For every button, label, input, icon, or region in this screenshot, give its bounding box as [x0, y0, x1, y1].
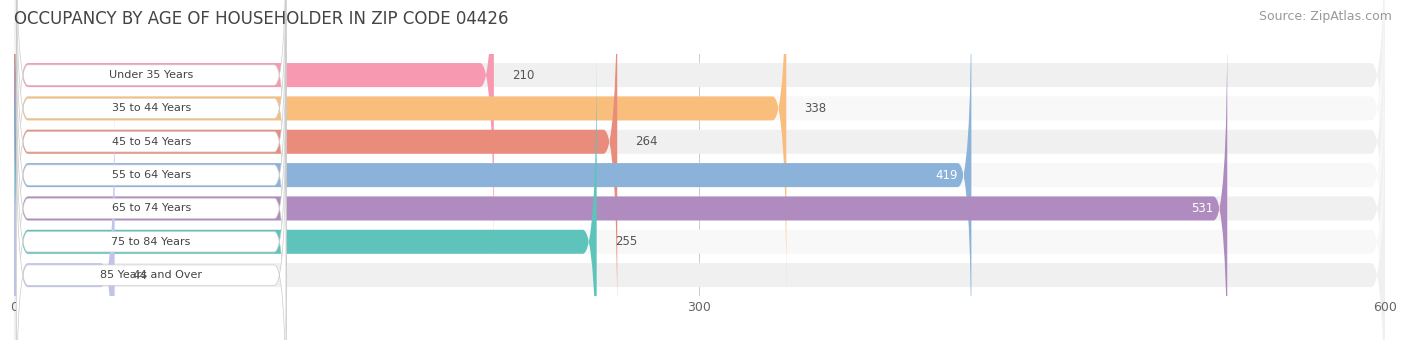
FancyBboxPatch shape [17, 0, 285, 298]
FancyBboxPatch shape [14, 0, 494, 263]
FancyBboxPatch shape [17, 19, 285, 331]
FancyBboxPatch shape [14, 0, 617, 330]
Text: 255: 255 [614, 235, 637, 248]
Text: 85 Years and Over: 85 Years and Over [100, 270, 202, 280]
Text: 35 to 44 Years: 35 to 44 Years [111, 103, 191, 114]
Text: 65 to 74 Years: 65 to 74 Years [111, 203, 191, 214]
Text: 75 to 84 Years: 75 to 84 Years [111, 237, 191, 247]
Text: 55 to 64 Years: 55 to 64 Years [111, 170, 191, 180]
Text: Source: ZipAtlas.com: Source: ZipAtlas.com [1258, 10, 1392, 23]
FancyBboxPatch shape [17, 0, 285, 232]
FancyBboxPatch shape [14, 0, 1385, 330]
FancyBboxPatch shape [14, 54, 1385, 340]
FancyBboxPatch shape [14, 0, 1385, 263]
FancyBboxPatch shape [14, 87, 1385, 340]
FancyBboxPatch shape [14, 0, 1385, 340]
FancyBboxPatch shape [17, 0, 285, 265]
Text: 419: 419 [935, 169, 957, 182]
FancyBboxPatch shape [17, 52, 285, 340]
FancyBboxPatch shape [14, 0, 786, 296]
FancyBboxPatch shape [14, 87, 115, 340]
FancyBboxPatch shape [14, 20, 1227, 340]
FancyBboxPatch shape [14, 0, 972, 340]
Text: 210: 210 [512, 69, 534, 82]
FancyBboxPatch shape [14, 20, 1385, 340]
Text: 531: 531 [1191, 202, 1213, 215]
Text: 338: 338 [804, 102, 827, 115]
Text: 45 to 54 Years: 45 to 54 Years [111, 137, 191, 147]
FancyBboxPatch shape [14, 54, 596, 340]
Text: OCCUPANCY BY AGE OF HOUSEHOLDER IN ZIP CODE 04426: OCCUPANCY BY AGE OF HOUSEHOLDER IN ZIP C… [14, 10, 509, 28]
Text: 264: 264 [636, 135, 658, 148]
FancyBboxPatch shape [14, 0, 1385, 296]
Text: Under 35 Years: Under 35 Years [110, 70, 193, 80]
FancyBboxPatch shape [17, 119, 285, 340]
Text: 44: 44 [134, 269, 148, 282]
FancyBboxPatch shape [17, 85, 285, 340]
